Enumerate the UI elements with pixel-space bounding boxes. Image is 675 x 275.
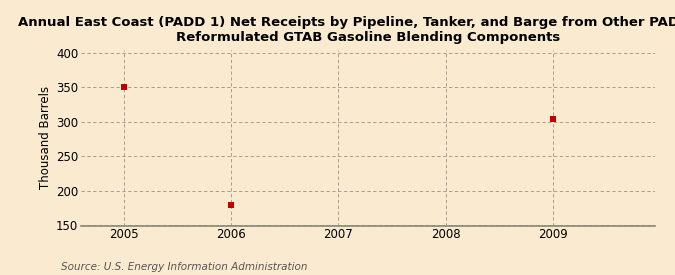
Text: Source: U.S. Energy Information Administration: Source: U.S. Energy Information Administ… — [61, 262, 307, 272]
Point — [119, 85, 130, 90]
Point — [547, 116, 558, 121]
Point — [225, 203, 236, 208]
Y-axis label: Thousand Barrels: Thousand Barrels — [38, 86, 52, 189]
Title: Annual East Coast (PADD 1) Net Receipts by Pipeline, Tanker, and Barge from Othe: Annual East Coast (PADD 1) Net Receipts … — [18, 16, 675, 44]
